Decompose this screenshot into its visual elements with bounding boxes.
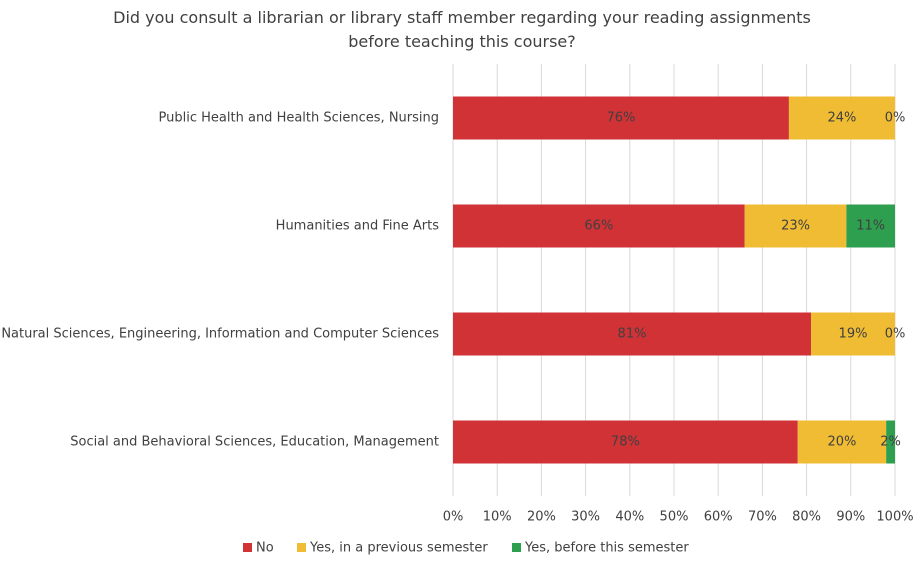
legend-swatch (512, 543, 521, 552)
legend-swatch (243, 543, 252, 552)
bar-segment (797, 420, 887, 464)
y-tick-label: Natural Sciences, Engineering, Informati… (1, 327, 439, 342)
x-tick-label: 20% (527, 510, 556, 525)
bar-segment (744, 204, 847, 248)
value-label: 24% (828, 111, 857, 126)
bar-segment (846, 204, 895, 248)
y-tick-label: Social and Behavioral Sciences, Educatio… (70, 435, 439, 450)
value-label: 78% (611, 435, 640, 450)
bar-segment (886, 420, 895, 464)
legend-swatch (297, 543, 306, 552)
value-label: 11% (856, 219, 885, 234)
x-tick-label: 40% (615, 510, 644, 525)
x-tick-label: 0% (443, 510, 464, 525)
chart-title: Did you consult a librarian or library s… (113, 8, 811, 51)
x-tick-label: 50% (660, 510, 689, 525)
bar-segment (453, 420, 798, 464)
legend-label: Yes, in a previous semester (309, 541, 488, 556)
x-tick-label: 70% (748, 510, 777, 525)
x-tick-label: 10% (483, 510, 512, 525)
bar-segment (453, 204, 745, 248)
value-label: 81% (618, 327, 647, 342)
value-label: 0% (885, 327, 906, 342)
x-tick-label: 100% (876, 510, 913, 525)
value-label: 2% (880, 435, 901, 450)
bar-segment (788, 96, 895, 140)
x-tick-label: 80% (792, 510, 821, 525)
value-label: 0% (885, 111, 906, 126)
legend-label: No (256, 541, 274, 556)
bar-segment (453, 96, 789, 140)
value-label: 23% (781, 219, 810, 234)
bar-segment (453, 312, 812, 356)
bar-segment (811, 312, 895, 356)
y-tick-label: Humanities and Fine Arts (276, 219, 440, 234)
y-tick-label: Public Health and Health Sciences, Nursi… (159, 111, 439, 126)
value-label: 20% (828, 435, 857, 450)
value-label: 19% (839, 327, 868, 342)
value-label: 76% (607, 111, 636, 126)
value-label: 66% (584, 219, 613, 234)
legend-label: Yes, before this semester (524, 541, 689, 556)
x-tick-label: 60% (704, 510, 733, 525)
x-tick-label: 90% (836, 510, 865, 525)
x-tick-label: 30% (571, 510, 600, 525)
